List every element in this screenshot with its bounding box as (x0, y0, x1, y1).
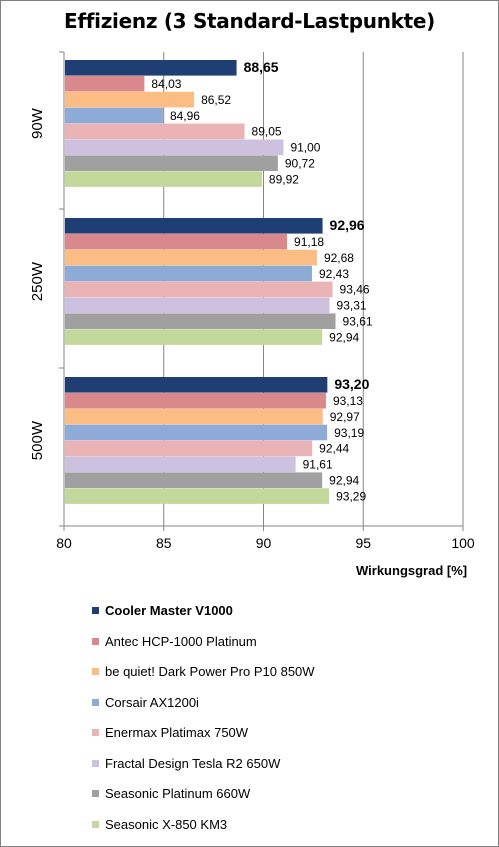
data-label-250W-4: 92,43 (319, 267, 349, 281)
bar-250W-7 (65, 313, 336, 329)
data-label-500W-8: 93,29 (336, 489, 366, 503)
data-label-90W-6: 91,00 (290, 141, 320, 155)
data-label-500W-4: 93,19 (334, 426, 364, 440)
legend-swatch (92, 729, 99, 736)
bar-90W-4 (65, 107, 163, 124)
data-label-90W-1: 88,65 (244, 59, 279, 75)
bar-250W-5 (65, 281, 333, 298)
category-label-250W: 250W (29, 261, 46, 301)
data-label-500W-3: 92,97 (330, 410, 360, 424)
data-label-250W-5: 93,46 (340, 283, 370, 297)
bar-90W-7 (65, 155, 278, 171)
chart-title: Effizienz (3 Standard-Lastpunkte) (64, 9, 435, 33)
data-label-90W-7: 90,72 (285, 157, 315, 171)
bar-90W-5 (65, 123, 245, 140)
bar-500W-5 (65, 440, 313, 457)
bar-500W-2 (65, 392, 326, 409)
legend-swatch (92, 759, 99, 767)
bar-500W-4 (65, 424, 328, 441)
bar-500W-1 (65, 377, 328, 393)
bar-500W-6 (65, 456, 296, 473)
bar-250W-8 (65, 329, 323, 345)
data-label-500W-1: 93,20 (334, 376, 369, 392)
data-label-250W-1: 92,96 (330, 217, 365, 233)
legend-swatch (92, 790, 99, 797)
legend-label: Enermax Platimax 750W (105, 725, 249, 740)
legend-label: Seasonic Platinum 660W (105, 786, 251, 801)
bar-250W-6 (65, 297, 330, 314)
legend-label: Seasonic X-850 KM3 (105, 816, 228, 832)
category-label-500W: 500W (29, 420, 46, 460)
x-axis-label: Wirkungsgrad [%] (356, 563, 468, 578)
data-label-500W-5: 92,44 (319, 442, 349, 456)
bar-90W-3 (65, 91, 195, 108)
axes: 80 85 90 95 100 90W 250W 500W (29, 51, 475, 551)
bar-500W-7 (65, 472, 323, 488)
bar-90W-8 (65, 171, 262, 187)
legend-label: be quiet! Dark Power Pro P10 850W (105, 664, 315, 679)
x-tick-label-95: 95 (355, 535, 371, 551)
bar-500W-3 (65, 408, 323, 425)
x-tick-label-85: 85 (156, 535, 172, 551)
data-label-250W-6: 93,31 (337, 299, 367, 313)
x-tick-label-80: 80 (56, 535, 72, 551)
data-label-90W-2: 84,03 (151, 77, 181, 91)
data-label-90W-5: 89,05 (252, 125, 282, 139)
data-label-500W-2: 93,13 (333, 394, 363, 408)
legend-swatch (92, 607, 99, 614)
legend-swatch (92, 668, 99, 675)
data-label-250W-7: 93,61 (343, 315, 373, 329)
x-tick-label-100: 100 (451, 535, 475, 551)
data-label-500W-7: 92,94 (329, 474, 359, 488)
data-label-250W-3: 92,68 (324, 251, 354, 265)
category-label-90W: 90W (29, 107, 46, 139)
data-label-90W-8: 89,92 (269, 172, 299, 186)
legend-label: Antec HCP-1000 Platinum (105, 633, 257, 649)
bar-90W-6 (65, 139, 284, 156)
legend-swatch (92, 698, 99, 706)
bar-90W-2 (65, 75, 145, 92)
bars (65, 60, 336, 504)
x-tick-label-90: 90 (256, 535, 272, 551)
bar-500W-8 (65, 488, 330, 504)
legend-label: Cooler Master V1000 (105, 603, 233, 618)
legend-label: Corsair AX1200i (105, 694, 199, 710)
bar-250W-1 (65, 218, 323, 234)
bar-250W-3 (65, 249, 317, 266)
bar-250W-4 (65, 265, 312, 282)
data-label-500W-6: 91,61 (303, 458, 333, 472)
legend-label: Fractal Design Tesla R2 650W (105, 755, 281, 771)
legend-swatch (92, 637, 99, 645)
bar-90W-1 (65, 60, 237, 76)
data-label-90W-4: 84,96 (170, 109, 200, 123)
data-label-250W-2: 91,18 (294, 235, 324, 249)
data-label-250W-8: 92,94 (329, 330, 359, 344)
data-label-90W-3: 86,52 (201, 93, 231, 107)
bar-250W-2 (65, 233, 288, 250)
legend-swatch (92, 820, 99, 828)
